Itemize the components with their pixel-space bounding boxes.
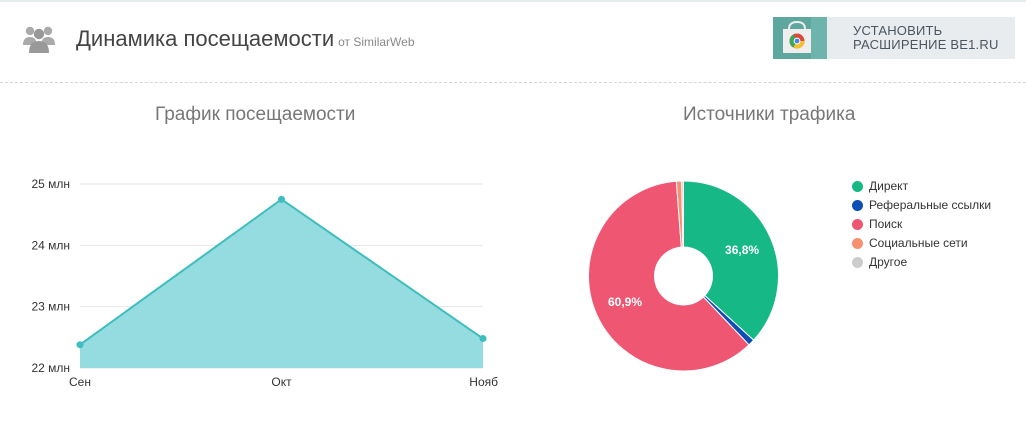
users-group-icon — [23, 26, 55, 53]
install-extension-line1: УСТАНОВИТЬ — [853, 23, 943, 38]
install-extension-line2: РАСШИРЕНИЕ BE1.RU — [853, 37, 999, 52]
legend-label: Поиск — [869, 217, 903, 231]
legend-color-marker — [852, 238, 863, 249]
visits-data-point[interactable] — [278, 195, 285, 203]
y-tick-label: 23 млн — [31, 300, 70, 314]
legend-label: Другое — [869, 255, 908, 269]
install-extension-button[interactable]: УСТАНОВИТЬ РАСШИРЕНИЕ BE1.RU — [773, 17, 1015, 59]
pie-slice[interactable] — [681, 180, 684, 248]
top-border — [0, 0, 1026, 2]
y-tick-label: 25 млн — [31, 177, 70, 191]
install-extension-label: УСТАНОВИТЬ РАСШИРЕНИЕ BE1.RU — [853, 24, 999, 52]
pie-slice[interactable] — [683, 180, 780, 341]
page-title: Динамика посещаемости от SimilarWeb — [76, 26, 415, 52]
legend-color-marker — [852, 200, 863, 211]
pie-data-label: 60,9% — [608, 295, 642, 309]
x-tick-label: Сен — [69, 375, 91, 389]
legend-label: Директ — [869, 179, 909, 193]
visits-data-point[interactable] — [76, 341, 84, 349]
y-tick-label: 24 млн — [31, 238, 70, 252]
source-label: от SimilarWeb — [338, 35, 415, 49]
x-tick-label: Нояб — [469, 375, 498, 389]
header-divider — [0, 82, 1026, 83]
x-tick-label: Окт — [271, 375, 292, 389]
visits-chart-title: График посещаемости — [155, 104, 356, 125]
page-title-text: Динамика посещаемости — [76, 26, 335, 51]
visits-area-fill — [80, 199, 483, 368]
legend-color-marker — [852, 181, 863, 192]
sources-chart-title: Источники трафика — [683, 104, 856, 125]
legend-label: Реферальные ссылки — [869, 198, 992, 212]
y-tick-label: 22 млн — [31, 361, 70, 375]
visits-data-point[interactable] — [479, 335, 487, 343]
pie-slice[interactable] — [588, 180, 750, 372]
legend-color-marker — [852, 219, 863, 230]
pie-data-label: 36,8% — [725, 243, 759, 257]
legend-color-marker — [852, 257, 863, 268]
header: Динамика посещаемости от SimilarWeb УСТАН… — [0, 2, 1026, 82]
chrome-web-store-icon — [773, 17, 827, 59]
legend-label: Социальные сети — [869, 236, 968, 250]
